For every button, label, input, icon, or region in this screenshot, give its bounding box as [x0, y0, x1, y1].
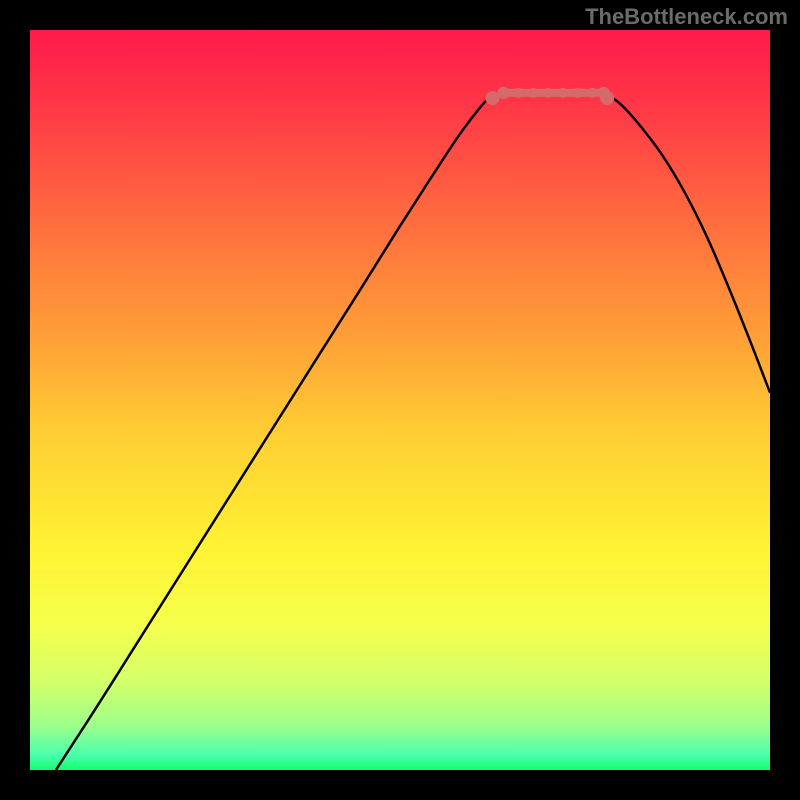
curve-right-branch	[607, 94, 770, 392]
curve-left-branch	[56, 94, 493, 770]
optimal-zone-bead	[498, 87, 510, 99]
bottleneck-curve	[30, 30, 770, 770]
optimal-zone-bead	[587, 88, 597, 98]
optimal-zone-bead	[543, 88, 553, 98]
optimal-zone-bead	[513, 88, 523, 98]
optimal-zone-bead	[598, 87, 610, 99]
plot-area	[30, 30, 770, 770]
optimal-zone-bead	[573, 88, 583, 98]
watermark-text: TheBottleneck.com	[585, 4, 788, 30]
optimal-zone-bead	[528, 88, 538, 98]
optimal-zone-endpoint	[486, 91, 500, 105]
optimal-zone-marker	[486, 87, 615, 105]
optimal-zone-bead	[558, 88, 568, 98]
